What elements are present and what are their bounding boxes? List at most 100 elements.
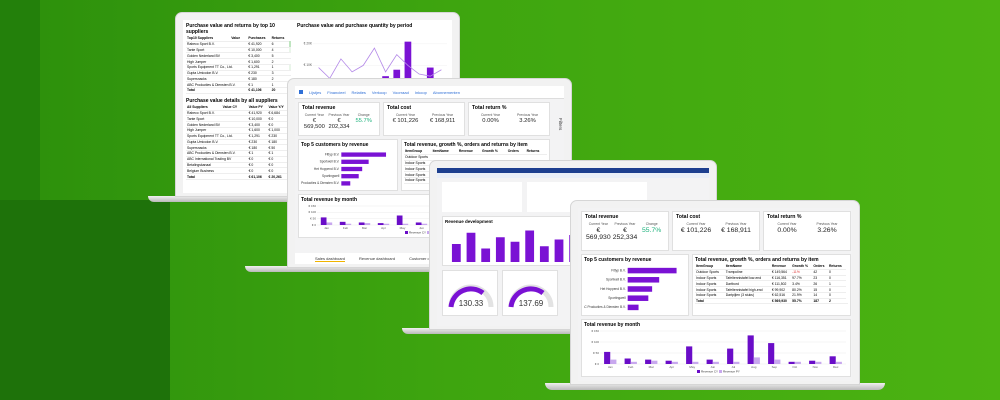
table-row: Total € 569,930 55.7% 187 2 xyxy=(695,298,848,305)
table-cell: Sports Equipment TT Co., Ltd. xyxy=(186,133,248,140)
table-cell: € 1,291 xyxy=(247,64,271,71)
column-header: Value Y/Y xyxy=(267,104,289,111)
kpi-title: Total revenue xyxy=(585,214,619,220)
table-cell: -11% xyxy=(791,269,813,276)
y-tick-label: € 150 xyxy=(591,329,599,333)
table-row: Total € 41,106 20 xyxy=(186,87,291,94)
laptop: Total revenue Current Year Previous Year Ch… xyxy=(570,200,860,385)
table-cell: € 116,351 xyxy=(770,275,792,282)
tab[interactable]: Revenue dashboard xyxy=(359,256,396,261)
legend-swatch xyxy=(405,231,408,234)
tab[interactable]: Customer dashboard xyxy=(409,256,447,261)
nav-link[interactable]: Voorraad xyxy=(392,89,409,95)
kpi-value: € 101,226 xyxy=(680,227,712,234)
table-cell xyxy=(288,58,291,65)
filters-tab[interactable]: Filters xyxy=(558,118,563,131)
kpi-label: Change xyxy=(645,222,658,226)
bar xyxy=(510,241,520,262)
table-row: Golden Nederland BV € 3,400 5 xyxy=(186,52,291,60)
bar xyxy=(402,223,409,225)
kpi-value: € 168,911 xyxy=(721,227,751,234)
y-tick-label: € 50 xyxy=(310,216,316,220)
table-header: ItemGroup ItemName Revenue Growth % Orders Re… xyxy=(695,264,848,270)
bar xyxy=(706,359,713,364)
table: ItemGroup ItemName Revenue Growth % Orders Re… xyxy=(695,264,848,305)
nav-link[interactable]: Verkoop xyxy=(371,89,387,95)
customers-card: Top 5 customers by revenue Fittyp B.V. Spo… xyxy=(298,139,398,191)
table-row: Tante Sport € 10,000 4 xyxy=(186,47,291,54)
table-cell: Indoor Sports xyxy=(695,280,725,288)
chart: 137.69 xyxy=(508,284,554,308)
left-column: Purchase value and returns by top 10 sup… xyxy=(186,23,291,180)
table-cell: € 569,930 xyxy=(770,298,792,305)
legend-swatch xyxy=(719,370,722,373)
nav-link[interactable]: Inkoop xyxy=(414,89,427,95)
kpi-row: Total revenue Current Year Previous Year Ch… xyxy=(581,211,851,251)
kpi-value: 0.00% xyxy=(777,227,797,234)
table-cell: € 180 xyxy=(247,75,271,83)
category-label: Sportingwell xyxy=(322,174,340,178)
card-title: Total revenue, growth %, orders and retu… xyxy=(695,257,819,263)
table-cell: 26 xyxy=(812,280,828,288)
bar xyxy=(630,361,637,364)
table-cell: 0 xyxy=(827,286,846,293)
dashboard: Total revenue Current Year Previous Year Ch… xyxy=(581,211,851,377)
table-cell: € 0 xyxy=(267,156,289,163)
bar xyxy=(426,67,434,87)
bar xyxy=(627,277,660,283)
bar xyxy=(747,335,754,364)
kpi-label: Current Year xyxy=(686,222,706,226)
bar xyxy=(404,41,412,87)
sub-bar xyxy=(437,173,709,178)
column-header: Purchases xyxy=(247,36,271,42)
bar xyxy=(733,361,740,364)
kpi-label: Current Year xyxy=(304,113,324,117)
table-cell: € 230 xyxy=(267,133,289,140)
kpi-value: 55.7% xyxy=(642,227,662,234)
nav-link[interactable]: Financieel xyxy=(327,89,346,95)
card-title: Total revenue by month xyxy=(584,322,641,328)
gauge-card: 130.33 xyxy=(442,270,498,316)
bar xyxy=(809,360,816,364)
kpi-value: € 101,226 xyxy=(392,118,419,124)
bar xyxy=(727,348,734,364)
bar xyxy=(383,223,390,225)
y-tick-label: € 100 xyxy=(308,210,316,214)
table-cell: Gupta Umicolon B.V. xyxy=(186,139,248,146)
nav-link[interactable]: Abonnementen xyxy=(432,89,460,95)
column-header: Returns xyxy=(270,36,289,42)
table-cell: ABC Producties & Diensten B.V. xyxy=(186,81,248,89)
bar xyxy=(835,361,842,364)
column-header: ItemName xyxy=(431,149,458,155)
legend-swatch xyxy=(697,370,700,373)
nav-link[interactable]: Relaties xyxy=(351,89,366,95)
tab[interactable]: Sales dashboard xyxy=(315,255,346,262)
kpi-title: Total return % xyxy=(472,105,507,111)
table-cell: 0 xyxy=(827,292,846,299)
kpi-title: Total revenue xyxy=(302,105,336,111)
table-row: Belgium Business € 0 € 0 xyxy=(186,167,291,175)
table-cell: € 0 xyxy=(247,167,268,175)
table-cell: Dartbord xyxy=(724,280,771,288)
table-cell: Gupta Umicolon B.V. xyxy=(186,70,248,77)
panel-title: Purchase value and returns by top 10 sup… xyxy=(186,23,275,35)
table-cell: 0 xyxy=(827,269,846,276)
table-row: Gupta Umicolon B.V. € 230 € 180 xyxy=(186,139,291,146)
y-tick-label: € 150 xyxy=(308,204,316,208)
table-cell: Indoor Sports xyxy=(695,292,725,299)
table-cell: € 1,000 xyxy=(267,127,289,134)
table-cell: 2 xyxy=(827,298,846,305)
table-cell: Betalingskanaal xyxy=(186,162,248,169)
kpi-card: Total revenue Current Year Previous Year Ch… xyxy=(298,102,380,136)
table-cell: € 3,400 xyxy=(247,52,271,60)
bar xyxy=(686,346,693,364)
table-cell xyxy=(288,70,291,77)
table-cell: € 3,400 xyxy=(247,121,268,128)
column-header: Revenue xyxy=(457,149,482,155)
table-cell: € 1,600 xyxy=(247,58,271,65)
table-cell: € 10,000 xyxy=(247,47,271,54)
column-header: Growth % xyxy=(481,149,507,155)
nav-link[interactable]: Lijstjes xyxy=(309,89,322,95)
table-cell: Tante Sport xyxy=(186,115,248,123)
category-label: ABC Producties & Diensten B.V. xyxy=(584,305,626,309)
